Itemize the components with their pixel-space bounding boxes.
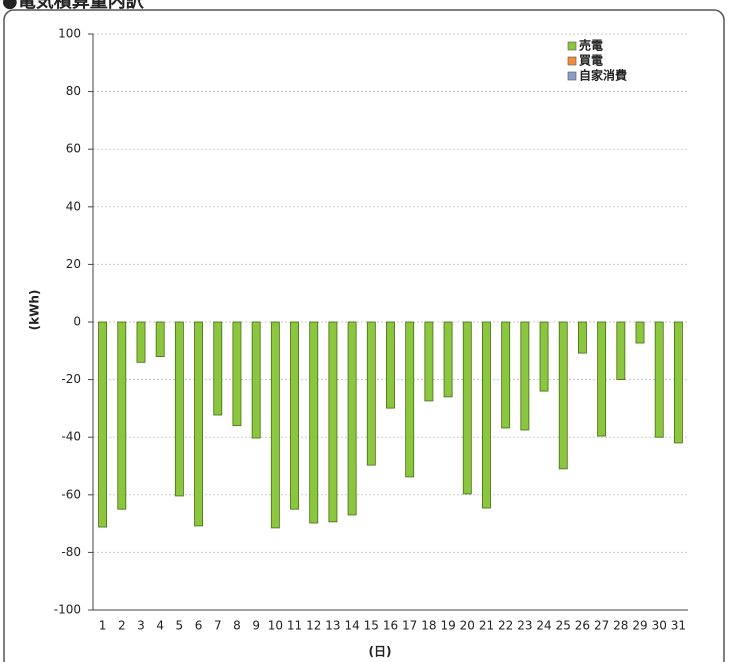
y-tick-label: 40 <box>66 199 81 213</box>
x-tick-label: 24 <box>536 619 551 633</box>
legend-label: 買電 <box>579 54 603 68</box>
x-tick-label: 30 <box>652 619 667 633</box>
bar <box>616 321 626 380</box>
y-tick-label: -80 <box>61 545 81 559</box>
bar <box>309 321 319 524</box>
x-tick-label: 9 <box>252 619 260 633</box>
x-tick-label: 10 <box>268 619 283 633</box>
legend-swatch <box>567 71 577 81</box>
frame <box>3 9 725 662</box>
y-tick-label: -20 <box>61 372 81 386</box>
y-axis-label: (kWh) <box>28 290 42 331</box>
bar <box>501 321 511 429</box>
bar <box>347 321 357 516</box>
x-tick-label: 22 <box>498 619 513 633</box>
bar <box>328 321 338 523</box>
y-tick-label: 60 <box>66 142 81 156</box>
x-tick-label: 16 <box>383 619 398 633</box>
x-tick-label: 18 <box>421 619 436 633</box>
bar <box>654 321 664 438</box>
legend-swatch <box>567 56 577 66</box>
x-tick-label: 8 <box>233 619 241 633</box>
legend-label: 売電 <box>579 38 603 53</box>
x-tick-label: 29 <box>632 619 647 633</box>
x-tick-label: 25 <box>556 619 571 633</box>
y-tick-label: 80 <box>66 84 81 98</box>
bar <box>117 321 127 510</box>
x-tick-label: 15 <box>364 619 379 633</box>
bar <box>539 321 549 392</box>
x-tick-label: 26 <box>575 619 590 633</box>
bar <box>462 321 472 495</box>
bar <box>597 321 607 437</box>
bar <box>213 321 223 416</box>
legend-label: 自家消費 <box>579 68 627 83</box>
x-tick-label: 12 <box>306 619 321 633</box>
x-tick-label: 23 <box>517 619 532 633</box>
x-tick-label: 14 <box>344 619 359 633</box>
bar <box>251 321 261 439</box>
x-tick-label: 31 <box>671 619 686 633</box>
legend-swatch <box>567 41 577 51</box>
bar <box>673 321 683 444</box>
x-tick-label: 11 <box>287 619 302 633</box>
x-axis-label: (日) <box>369 645 392 659</box>
x-tick-label: 5 <box>176 619 184 633</box>
x-tick-label: 6 <box>195 619 203 633</box>
bar <box>443 321 453 398</box>
bar <box>270 321 280 529</box>
x-tick-label: 7 <box>214 619 222 633</box>
bar <box>136 321 146 363</box>
x-tick-label: 20 <box>460 619 475 633</box>
bar <box>194 321 203 527</box>
bar <box>290 321 299 510</box>
y-tick-label: -60 <box>61 487 81 501</box>
bar <box>578 321 587 354</box>
x-tick-label: 19 <box>440 619 455 633</box>
x-tick-label: 28 <box>613 619 628 633</box>
y-tick-label: 100 <box>58 27 81 41</box>
x-tick-label: 2 <box>118 619 126 633</box>
bar <box>424 321 434 402</box>
y-tick-label: -100 <box>54 603 81 617</box>
y-tick-label: -40 <box>61 430 81 444</box>
bar <box>386 321 395 409</box>
bar <box>558 321 568 470</box>
bar <box>635 321 645 344</box>
y-tick-label: 20 <box>66 257 81 271</box>
x-tick-label: 17 <box>402 619 417 633</box>
x-tick-label: 1 <box>99 619 107 633</box>
bar <box>405 321 415 478</box>
bar <box>482 321 491 509</box>
bar <box>155 321 165 357</box>
x-tick-label: 3 <box>137 619 145 633</box>
bar <box>366 321 376 466</box>
bar <box>98 321 108 528</box>
bar <box>174 321 184 497</box>
chart-title: ●電気積算量内訳 <box>2 0 145 12</box>
bar <box>232 321 242 427</box>
x-tick-label: 21 <box>479 619 494 633</box>
x-tick-label: 4 <box>156 619 164 633</box>
x-tick-label: 27 <box>594 619 609 633</box>
y-tick-label: 0 <box>73 315 81 329</box>
bar <box>520 321 530 431</box>
x-tick-label: 13 <box>325 619 340 633</box>
